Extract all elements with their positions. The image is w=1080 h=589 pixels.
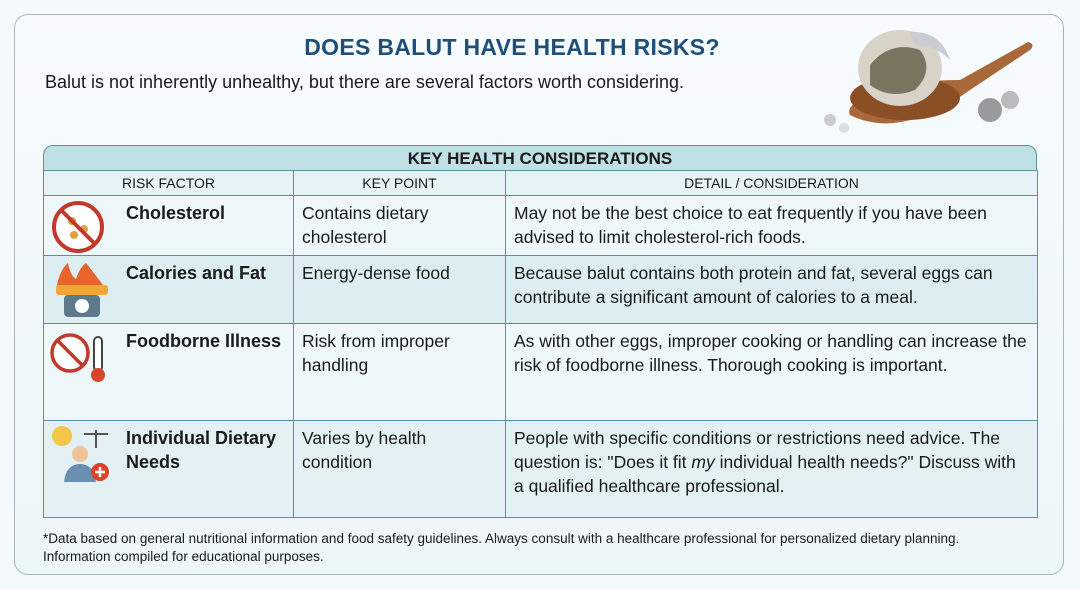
key-point-cell: Energy-dense food bbox=[293, 255, 506, 324]
factor: Calories and Fat bbox=[126, 263, 267, 283]
key-point: Energy-dense food bbox=[302, 263, 450, 283]
balut-image bbox=[824, 30, 1033, 133]
icon-foodborne bbox=[50, 333, 105, 382]
key-point: Varies by health condition bbox=[302, 428, 427, 472]
factor-cell: Calories and Fat bbox=[43, 255, 294, 324]
key-point-cell: Contains dietary cholesterol bbox=[293, 195, 506, 256]
detail-text: individual health needs?" Discuss with a… bbox=[514, 452, 1016, 496]
icon-calories bbox=[56, 263, 108, 317]
detail-cell: May not be the best choice to eat freque… bbox=[505, 195, 1038, 256]
detail-text: Because balut contains both protein and … bbox=[514, 263, 993, 307]
footnote: *Data based on general nutritional infor… bbox=[43, 530, 1043, 566]
column-header: RISK FACTOR bbox=[43, 170, 294, 196]
table-title: KEY HEALTH CONSIDERATIONS bbox=[43, 145, 1037, 170]
column-header: DETAIL / CONSIDERATION bbox=[505, 170, 1038, 196]
column-header: KEY POINT bbox=[293, 170, 506, 196]
title: DOES BALUT HAVE HEALTH RISKS? bbox=[304, 34, 720, 60]
factor-cell: Foodborne Illness bbox=[43, 323, 294, 421]
icon-cholesterol bbox=[52, 201, 104, 253]
subtitle: Balut is not inherently unhealthy, but t… bbox=[45, 72, 685, 92]
detail-text: May not be the best choice to eat freque… bbox=[514, 203, 987, 247]
key-point: Risk from improper handling bbox=[302, 331, 450, 375]
key-point: Contains dietary cholesterol bbox=[302, 203, 429, 247]
factor-cell: Cholesterol bbox=[43, 195, 294, 256]
factor: Foodborne Illness bbox=[126, 331, 282, 351]
key-point-cell: Varies by health condition bbox=[293, 420, 506, 518]
detail-cell: People with specific conditions or restr… bbox=[505, 420, 1038, 518]
detail-cell: As with other eggs, improper cooking or … bbox=[505, 323, 1038, 421]
factor: Cholesterol bbox=[126, 203, 226, 223]
footnote-line: Information compiled for educational pur… bbox=[43, 549, 324, 564]
detail-text: People with specific conditions or restr… bbox=[514, 428, 1001, 472]
detail-cell: Because balut contains both protein and … bbox=[505, 255, 1038, 324]
factor-cell: Individual Dietary Needs bbox=[43, 420, 294, 518]
icon-dietary bbox=[52, 426, 109, 482]
footnote-line: *Data based on general nutritional infor… bbox=[43, 531, 960, 546]
key-point-cell: Risk from improper handling bbox=[293, 323, 506, 421]
detail-text: As with other eggs, improper cooking or … bbox=[514, 331, 1027, 375]
factor: Individual Dietary Needs bbox=[126, 428, 277, 472]
detail-text: my bbox=[691, 452, 715, 472]
